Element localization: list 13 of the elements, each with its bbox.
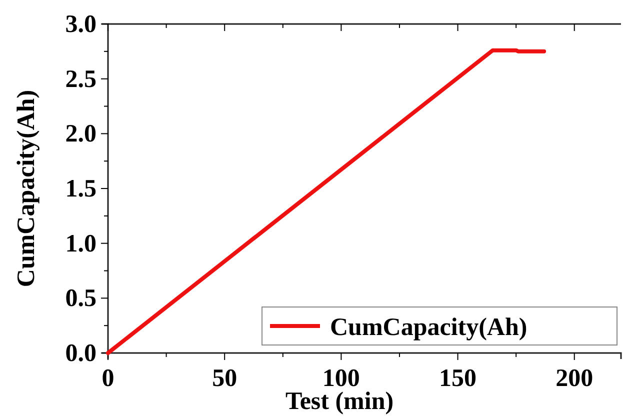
y-tick-label: 2.0 <box>65 120 96 148</box>
y-tick-label: 1.0 <box>65 230 96 258</box>
x-tick-label: 150 <box>439 364 477 392</box>
y-tick-label: 0.5 <box>65 285 96 312</box>
y-tick-label: 2.5 <box>65 66 96 93</box>
y-tick-label: 1.5 <box>65 176 96 202</box>
y-axis-title: CumCapacity(Ah) <box>13 90 40 288</box>
legend-label: CumCapacity(Ah) <box>330 314 528 341</box>
x-tick-label: 50 <box>212 364 238 392</box>
y-tick-label: 0.0 <box>65 340 96 367</box>
x-tick-label: 200 <box>556 364 594 392</box>
x-tick-label: 0 <box>102 364 114 392</box>
y-tick-label: 3.0 <box>65 11 96 38</box>
